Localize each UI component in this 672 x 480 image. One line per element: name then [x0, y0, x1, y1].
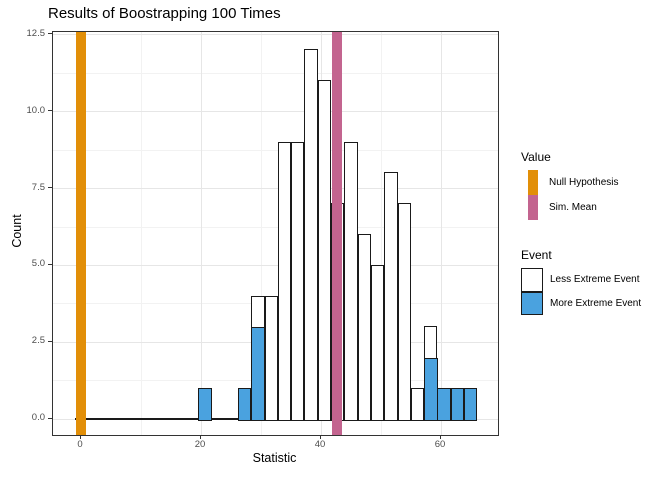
x-tick-label: 0 — [77, 439, 83, 450]
gridline-minor-vertical — [380, 32, 382, 435]
vline-sim-mean — [331, 32, 342, 435]
legend-item-more-extreme: More Extreme Event — [521, 291, 671, 315]
legend-key-null-hypothesis-swatch — [527, 170, 538, 195]
histogram-bar — [397, 203, 411, 421]
histogram-bar — [277, 141, 292, 421]
y-axis-title: Count — [10, 214, 24, 248]
y-tick-label: 0.0 — [31, 412, 45, 424]
y-tick-mark — [48, 340, 52, 342]
gridline-minor-horizontal — [53, 226, 498, 228]
gridline-minor-vertical — [140, 32, 142, 435]
histogram-bar — [423, 326, 438, 422]
histogram-bar — [237, 387, 252, 421]
gridline-major-horizontal — [53, 264, 498, 266]
legend-key-sim-mean-swatch — [527, 195, 538, 220]
legend-title-value: Value — [521, 150, 551, 164]
x-tick-label: 60 — [434, 439, 446, 450]
histogram-bar — [304, 49, 318, 421]
histogram-bar — [344, 141, 358, 421]
y-tick-mark — [48, 263, 52, 265]
y-tick-label: 10.0 — [26, 104, 46, 116]
gridline-minor-vertical — [260, 32, 262, 435]
y-tick-label: 5.0 — [31, 258, 45, 270]
vline-null-hypothesis — [76, 32, 86, 435]
gridline-major-vertical — [200, 32, 202, 435]
gridline-minor-horizontal — [53, 72, 498, 74]
gridline-major-horizontal — [53, 34, 498, 36]
histogram-bar-more-extreme-segment — [423, 357, 438, 422]
gridline-major-vertical — [440, 32, 442, 435]
histogram-bar — [317, 80, 332, 421]
plot-panel — [52, 31, 499, 436]
histogram-bar — [437, 387, 451, 421]
x-axis-title: Statistic — [252, 451, 297, 465]
x-tick-mark — [199, 435, 201, 439]
plot-title: Results of Boostrapping 100 Times — [48, 5, 281, 22]
gridline-major-horizontal — [53, 188, 498, 190]
x-tick-mark — [79, 435, 81, 439]
histogram-bar — [410, 387, 425, 421]
y-tick-label: 2.5 — [31, 335, 45, 347]
histogram-bar — [357, 233, 371, 421]
y-tick-mark — [48, 187, 52, 189]
legend-key-more-extreme-swatch — [521, 291, 543, 315]
y-tick-mark — [48, 417, 52, 419]
x-tick-label: 40 — [314, 439, 326, 450]
x-tick-label: 20 — [194, 439, 206, 450]
gridline-major-horizontal — [53, 111, 498, 113]
legend-item-null-hypothesis: Null Hypothesis — [521, 170, 671, 195]
histogram-bar — [291, 141, 305, 421]
x-tick-mark — [319, 435, 321, 439]
gridline-minor-horizontal — [53, 149, 498, 151]
y-tick-label: 7.5 — [31, 181, 45, 193]
legend-item-less-extreme: Less Extreme Event — [521, 268, 671, 292]
legend-item-label: More Extreme Event — [550, 297, 642, 309]
legend-title-event: Event — [521, 248, 552, 262]
histogram-bar-more-extreme-segment — [250, 326, 266, 422]
histogram-bar — [264, 295, 278, 421]
legend-item-label: Less Extreme Event — [550, 274, 640, 286]
legend-group-value: Value Null Hypothesis Sim. Mean — [521, 150, 671, 220]
histogram-bar — [450, 387, 465, 421]
legend-group-event: Event Less Extreme Event More Extreme Ev… — [521, 248, 671, 315]
histogram-bar — [250, 295, 266, 422]
y-tick-mark — [48, 33, 52, 35]
legend-item-sim-mean: Sim. Mean — [521, 195, 671, 220]
legend: Value Null Hypothesis Sim. Mean Event Le… — [521, 150, 671, 315]
legend-item-label: Null Hypothesis — [549, 177, 619, 188]
histogram-bar — [198, 387, 212, 421]
y-tick-mark — [48, 110, 52, 112]
histogram-bar — [464, 387, 478, 421]
legend-item-label: Sim. Mean — [549, 202, 597, 213]
y-tick-label: 12.5 — [26, 27, 46, 39]
x-tick-mark — [439, 435, 441, 439]
histogram-bar — [384, 172, 398, 421]
legend-key-less-extreme-swatch — [521, 268, 543, 292]
histogram-bar — [370, 264, 385, 421]
